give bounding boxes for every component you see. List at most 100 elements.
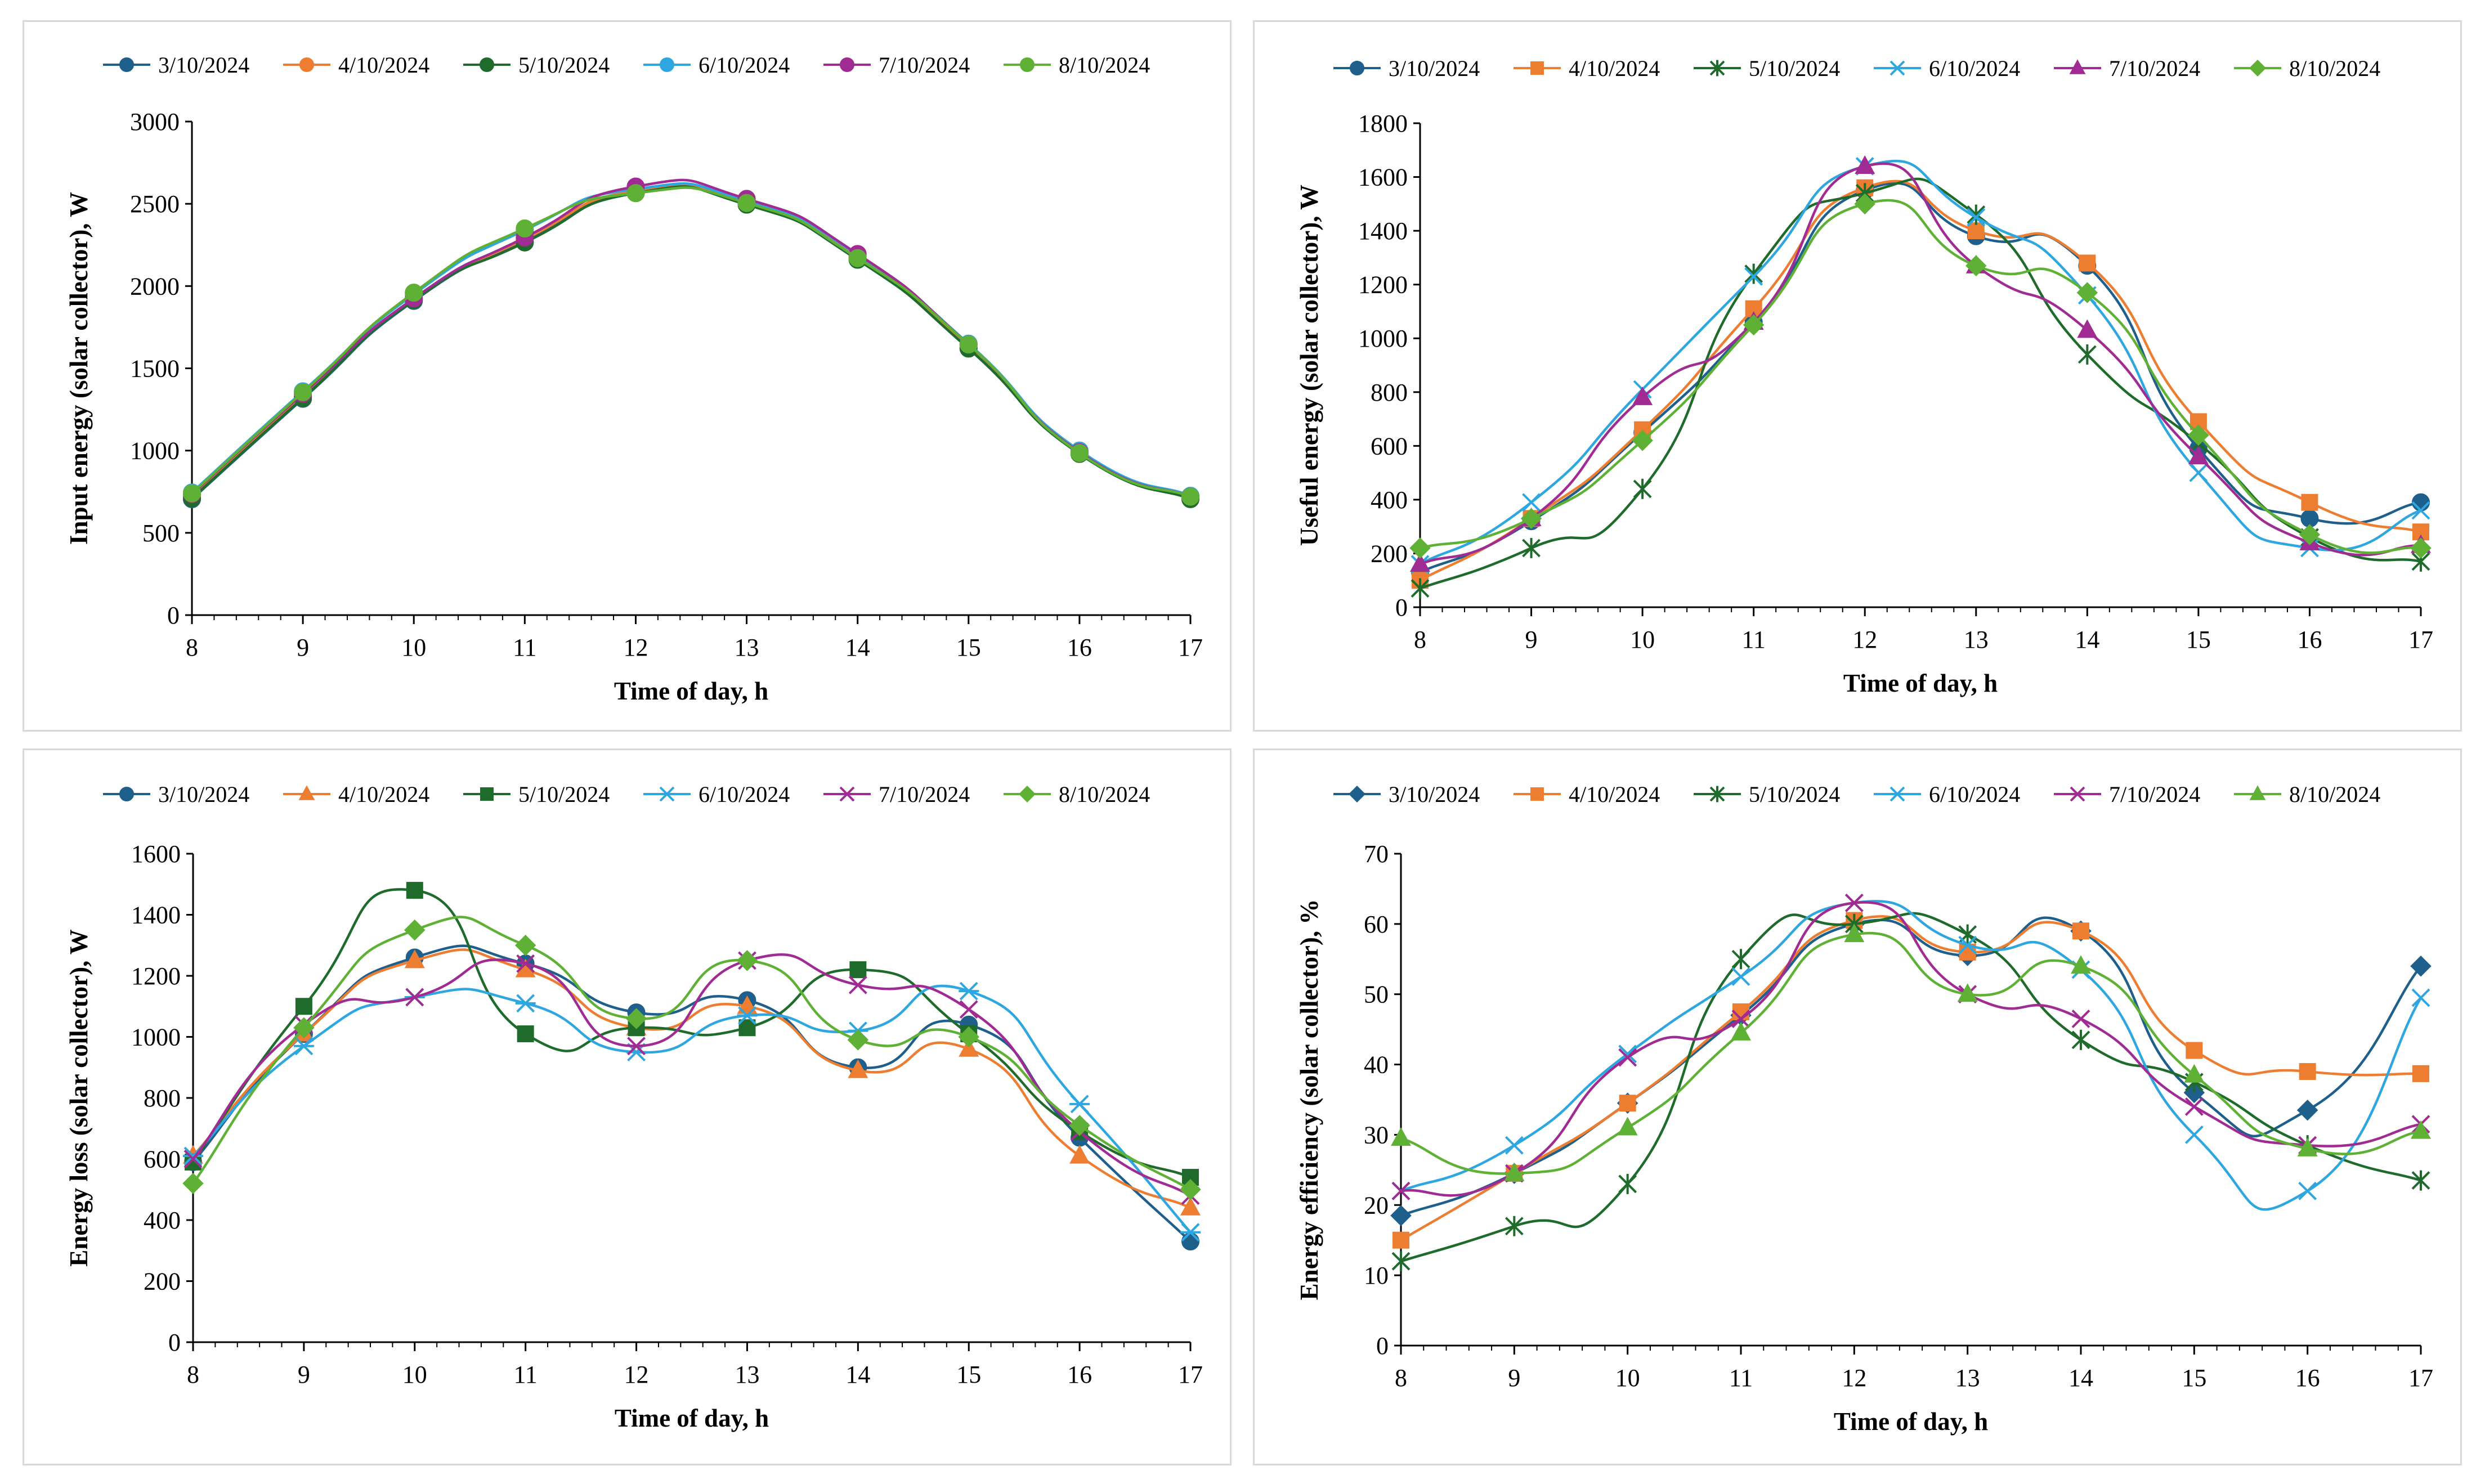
legend-item: 3/10/2024 (103, 782, 249, 807)
legend-label: 8/10/2024 (1059, 52, 1150, 78)
series-5/10/2024 (1391, 912, 2430, 1272)
legend-marker (2249, 785, 2266, 800)
data-point (404, 919, 426, 941)
data-point (514, 935, 536, 956)
data-point (2410, 956, 2432, 977)
chart-panel-energy-efficiency: 3/10/2024 4/10/2024 5/10/2024 6/10/2024 7/10… (1253, 748, 2462, 1465)
y-tick-label: 40 (1364, 1051, 1389, 1079)
series-line (191, 183, 1191, 499)
legend-item: 4/10/2024 (283, 52, 429, 78)
legend-item: 4/10/2024 (1514, 782, 1660, 807)
x-tick-label: 16 (1067, 1361, 1092, 1388)
x-tick-label: 17 (2408, 1364, 2433, 1392)
data-point (1070, 444, 1089, 463)
data-point (1633, 478, 1652, 499)
legend-label: 4/10/2024 (338, 52, 429, 78)
x-axis-title: Time of day, h (615, 1404, 769, 1432)
data-point (1617, 1117, 1638, 1136)
data-point (848, 249, 867, 267)
series-6/10/2024 (183, 981, 1201, 1242)
legend-marker (1709, 60, 1725, 77)
legend-label: 3/10/2024 (1389, 56, 1480, 81)
legend-label: 3/10/2024 (158, 52, 249, 78)
x-tick-label: 11 (1741, 626, 1765, 653)
series-line (192, 953, 1192, 1197)
y-axis-title: Useful energy (solar collector), W (1295, 185, 1323, 546)
series-line (1420, 199, 2421, 554)
data-point (1744, 267, 1763, 286)
legend-label: 8/10/2024 (2289, 782, 2380, 807)
y-tick-label: 1800 (1358, 110, 1408, 137)
legend-label: 7/10/2024 (879, 782, 970, 807)
y-tick-label: 400 (144, 1207, 181, 1234)
legend-label: 5/10/2024 (518, 52, 610, 78)
series-line (192, 916, 1192, 1191)
data-point (515, 994, 536, 1013)
legend-label: 6/10/2024 (699, 52, 790, 78)
data-point (1520, 508, 1542, 530)
series-3/10/2024 (1411, 181, 2430, 581)
x-tick-label: 14 (2075, 626, 2099, 653)
x-axis-title: Time of day, h (1843, 669, 1998, 697)
legend-marker (480, 57, 494, 72)
data-point (2301, 494, 2318, 511)
data-point (1505, 1136, 1524, 1155)
data-point (849, 961, 867, 979)
data-point (404, 949, 425, 969)
x-tick-label: 12 (1852, 626, 1877, 653)
data-point (1731, 949, 1750, 970)
series-line (191, 186, 1191, 498)
data-point (2186, 1042, 2203, 1059)
data-point (847, 1029, 869, 1051)
series-3/10/2024 (183, 183, 1199, 508)
legend-marker (1530, 61, 1544, 75)
y-tick-label: 600 (144, 1146, 181, 1173)
y-tick-label: 1200 (1358, 271, 1408, 299)
data-point (405, 988, 424, 1007)
series-line (191, 185, 1191, 500)
series-5/10/2024 (1411, 177, 2430, 599)
x-tick-label: 8 (1414, 626, 1426, 653)
x-tick-label: 17 (1178, 634, 1203, 661)
legend-item: 5/10/2024 (463, 782, 610, 807)
data-point (1967, 208, 1986, 227)
legend-marker (840, 57, 854, 72)
data-point (959, 1000, 978, 1019)
y-tick-label: 1000 (1358, 325, 1408, 352)
data-point (1522, 537, 1541, 558)
data-point (2188, 445, 2209, 464)
x-tick-label: 13 (735, 1361, 759, 1388)
data-point (2298, 1181, 2317, 1200)
data-point (183, 1150, 203, 1168)
data-point (183, 484, 201, 503)
data-point (958, 1026, 979, 1048)
data-point (1844, 893, 1864, 912)
legend: 3/10/2024 4/10/2024 5/10/2024 6/10/2024 7/10… (1333, 782, 2380, 807)
x-tick-label: 16 (2295, 1364, 2320, 1392)
legend-label: 4/10/2024 (1569, 56, 1660, 81)
data-point (2296, 1099, 2318, 1121)
data-point (1855, 155, 1875, 174)
y-tick-label: 200 (144, 1268, 181, 1295)
legend-label: 3/10/2024 (1389, 782, 1480, 807)
x-axis-title: Time of day, h (1834, 1407, 1988, 1436)
data-point (1618, 1048, 1637, 1067)
y-tick-label: 0 (1376, 1332, 1389, 1360)
y-tick-label: 2000 (130, 272, 180, 300)
series-line (1420, 177, 2421, 590)
data-point (737, 194, 756, 212)
legend-label: 7/10/2024 (2109, 782, 2200, 807)
legend-label: 6/10/2024 (1929, 782, 2020, 807)
data-point (737, 1006, 758, 1025)
data-point (1390, 1205, 1412, 1226)
data-point (2079, 254, 2096, 272)
useful-energy-chart: 3/10/2024 4/10/2024 5/10/2024 6/10/2024 7/10… (1295, 56, 2433, 697)
data-point (294, 383, 312, 401)
legend-marker (298, 785, 315, 800)
legend-item: 3/10/2024 (1333, 56, 1480, 81)
y-tick-label: 1500 (130, 355, 180, 383)
legend-marker (660, 57, 674, 72)
x-tick-label: 10 (401, 634, 426, 661)
legend-item: 8/10/2024 (2234, 56, 2380, 81)
data-point (1180, 1196, 1201, 1216)
